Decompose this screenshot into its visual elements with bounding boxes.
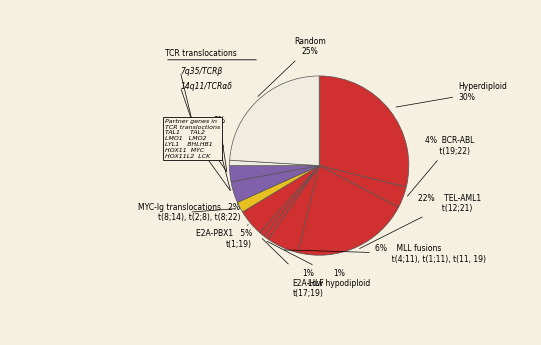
Text: Random
25%: Random 25% — [258, 37, 326, 97]
Wedge shape — [229, 160, 319, 166]
Wedge shape — [229, 166, 319, 182]
Text: E2A-PBX1   5%
t(1;19): E2A-PBX1 5% t(1;19) — [196, 225, 252, 249]
Text: 4%: 4% — [213, 141, 230, 190]
Text: TCR translocations: TCR translocations — [165, 49, 237, 58]
Wedge shape — [319, 166, 406, 207]
Text: 14q11/TCRαδ: 14q11/TCRαδ — [180, 82, 232, 91]
Wedge shape — [298, 166, 399, 255]
Text: 7q35/TCRβ: 7q35/TCRβ — [180, 67, 222, 76]
Text: Partner genes in
TCR transloctions
TAL1     TAL2
LMO1   LMO2
LYL1    BHLHB1
HOX1: Partner genes in TCR transloctions TAL1 … — [165, 119, 220, 159]
Wedge shape — [264, 166, 319, 239]
Text: 1%
Low hypodiploid: 1% Low hypodiploid — [267, 241, 370, 288]
Text: 4%  BCR-ABL
      t(19;22): 4% BCR-ABL t(19;22) — [407, 136, 474, 196]
Text: 22%    TEL-AML1
          t(12;21): 22% TEL-AML1 t(12;21) — [360, 194, 481, 248]
Text: Hyperdiploid
30%: Hyperdiploid 30% — [396, 82, 507, 107]
Wedge shape — [268, 166, 319, 253]
Text: 3%: 3% — [213, 116, 227, 171]
Wedge shape — [230, 76, 319, 166]
Wedge shape — [237, 166, 319, 212]
Wedge shape — [319, 76, 409, 187]
Text: 6%    MLL fusions
       t(4;11), t(1;11), t(11, 19): 6% MLL fusions t(4;11), t(1;11), t(11, 1… — [284, 245, 486, 264]
Wedge shape — [260, 166, 319, 236]
Text: 1%
E2A-HLF
t(17;19): 1% E2A-HLF t(17;19) — [262, 238, 324, 298]
Text: MYC-Ig translocations   2%
t(8;14), t(2;8), t(8;22): MYC-Ig translocations 2% t(8;14), t(2;8)… — [138, 203, 240, 222]
Wedge shape — [242, 166, 319, 233]
Wedge shape — [231, 166, 319, 203]
